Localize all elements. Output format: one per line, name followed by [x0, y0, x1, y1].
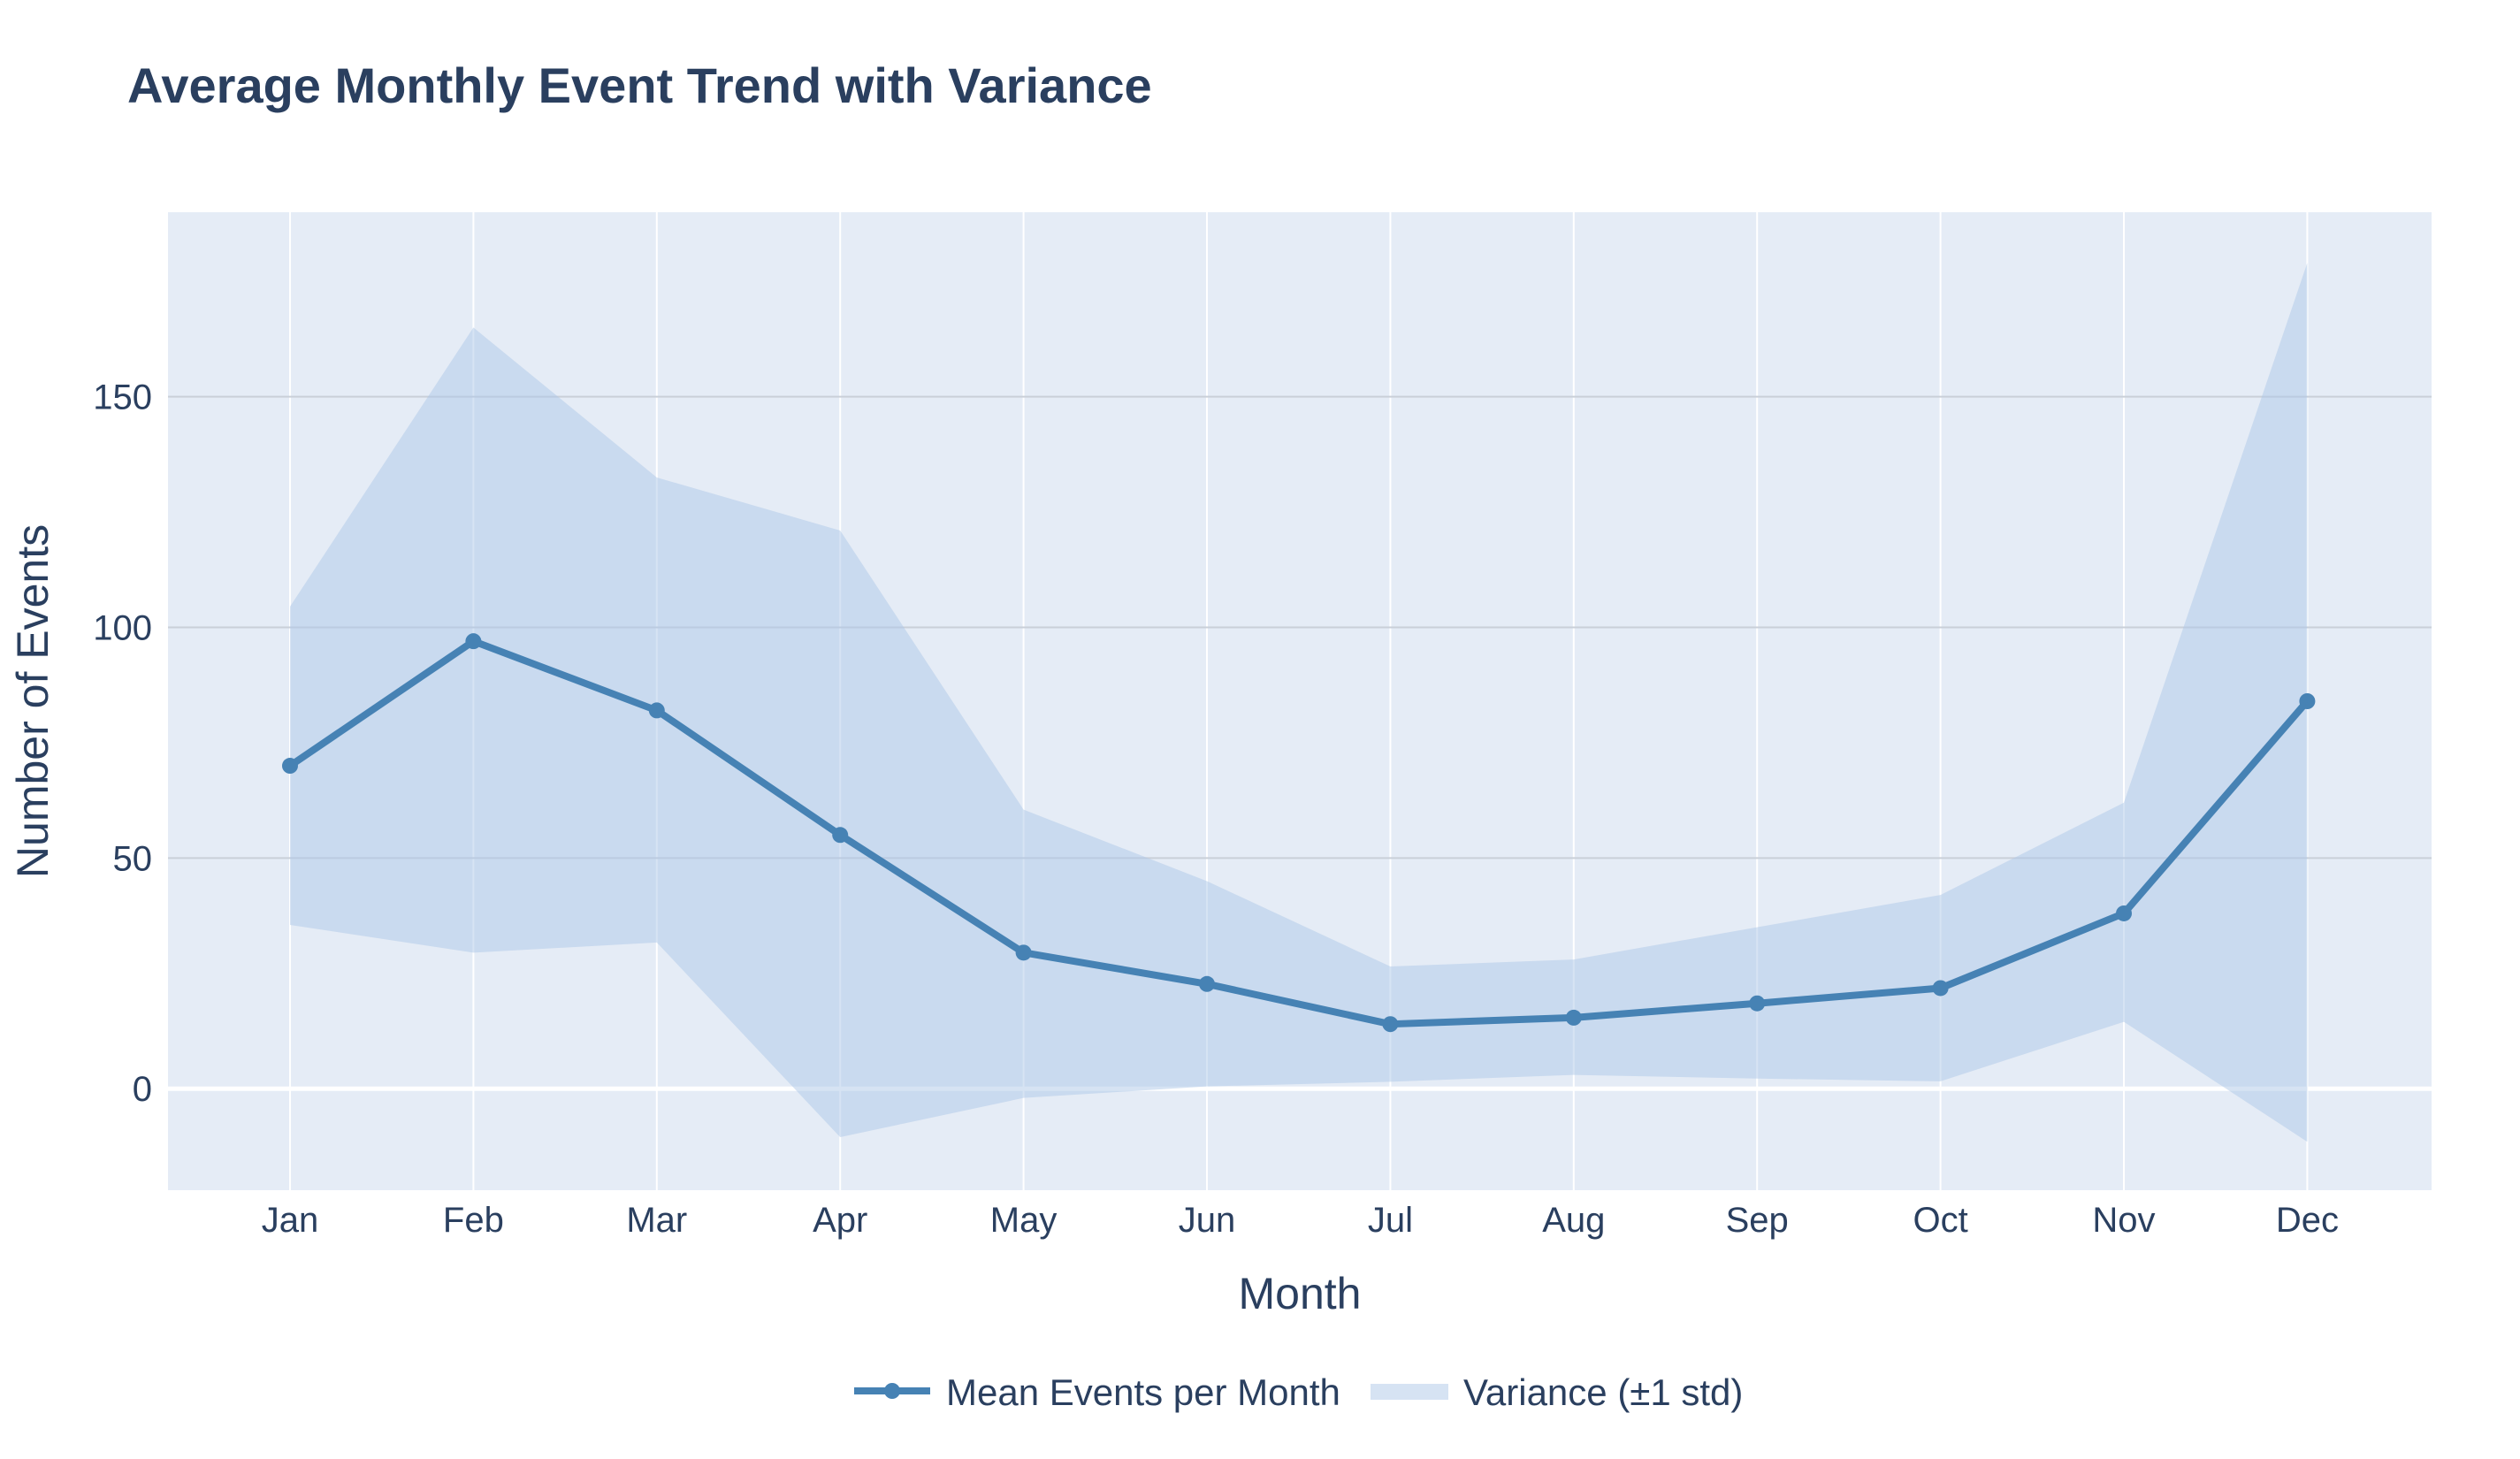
- mean-point-aug[interactable]: [1565, 1009, 1582, 1026]
- legend-band-swatch: [1371, 1384, 1448, 1400]
- x-tick-may: May: [990, 1201, 1058, 1240]
- mean-point-nov[interactable]: [2116, 905, 2132, 921]
- x-tick-apr: Apr: [813, 1201, 867, 1240]
- mean-point-feb[interactable]: [465, 633, 482, 650]
- legend-label-mean: Mean Events per Month: [946, 1371, 1340, 1413]
- x-tick-labels: Jan Feb Mar Apr May Jun Jul Aug Sep Oct Nov Dec: [262, 1201, 2339, 1240]
- legend-item-mean[interactable]: Mean Events per Month: [854, 1371, 1340, 1413]
- mean-point-apr[interactable]: [832, 827, 849, 844]
- legend-item-variance[interactable]: Variance (±1 std): [1371, 1371, 1743, 1413]
- mean-point-mar[interactable]: [648, 702, 665, 719]
- mean-markers: [282, 633, 2316, 1033]
- mean-line: [286, 638, 2311, 1028]
- y-tick-50: 50: [113, 839, 153, 878]
- y-tick-150: 150: [93, 378, 152, 417]
- variance-band: [290, 263, 2308, 1142]
- x-axis-title: Month: [1239, 1269, 1362, 1318]
- x-tick-jul: Jul: [1368, 1201, 1413, 1240]
- mean-point-oct[interactable]: [1932, 980, 1949, 997]
- x-tick-jan: Jan: [262, 1201, 319, 1240]
- mean-point-jul[interactable]: [1382, 1016, 1399, 1033]
- mean-point-jun[interactable]: [1199, 975, 1215, 992]
- y-axis-title: Number of Events: [8, 524, 57, 878]
- legend-marker-swatch: [884, 1383, 900, 1399]
- x-tick-mar: Mar: [626, 1201, 687, 1240]
- x-tick-sep: Sep: [1726, 1201, 1789, 1240]
- x-tick-oct: Oct: [1913, 1201, 1967, 1240]
- x-tick-feb: Feb: [443, 1201, 504, 1240]
- y-tick-100: 100: [93, 609, 152, 648]
- x-tick-nov: Nov: [2092, 1201, 2155, 1240]
- x-tick-jun: Jun: [1179, 1201, 1236, 1240]
- y-tick-labels: 0 50 100 150: [93, 378, 152, 1110]
- variance-band-layer: [290, 263, 2308, 1142]
- x-tick-aug: Aug: [1542, 1201, 1605, 1240]
- x-tick-dec: Dec: [2276, 1201, 2339, 1240]
- legend: Mean Events per Month Variance (±1 std): [854, 1371, 1743, 1413]
- mean-point-dec[interactable]: [2299, 693, 2316, 709]
- legend-label-variance: Variance (±1 std): [1463, 1371, 1743, 1413]
- mean-point-sep[interactable]: [1749, 995, 1766, 1012]
- mean-line-layer: [286, 638, 2311, 1028]
- y-tick-0: 0: [133, 1070, 152, 1109]
- mean-point-may[interactable]: [1015, 944, 1032, 961]
- mean-point-jan[interactable]: [282, 758, 298, 775]
- chart-title: Average Monthly Event Trend with Varianc…: [127, 57, 1152, 113]
